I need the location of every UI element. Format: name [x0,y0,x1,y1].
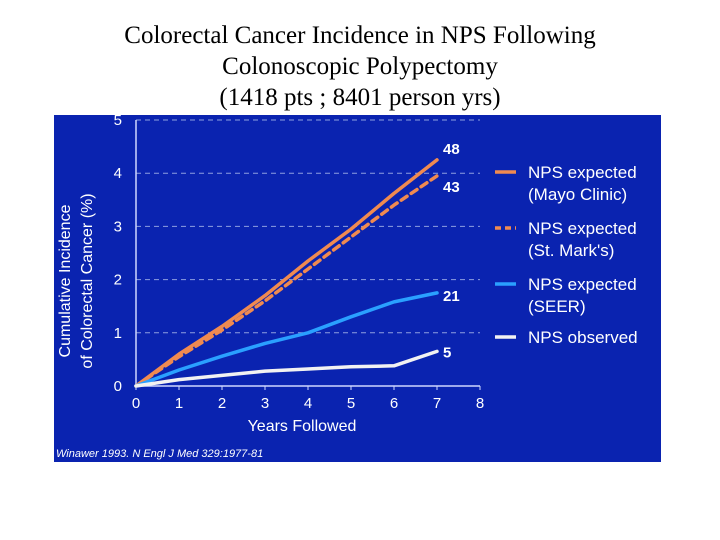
y-axis-label: Cumulative Incidence [57,204,74,357]
legend-label: NPS expected [528,275,637,294]
legend-label: (St. Mark's) [528,241,614,260]
end-label: 43 [443,179,460,196]
series-line-mayo [134,158,439,388]
line-chart: 0 1 2 3 4 5 6 7 8 0 1 2 3 4 5 48 43 21 5 NPS expected (May… [56,115,638,460]
end-label: 21 [443,288,460,305]
y-axis-label: of Colorectal Cancer (%) [79,193,96,368]
slide-title-line: Colonoscopic Polypectomy [222,53,498,80]
slide-title-line: (1418 pts ; 8401 person yrs) [219,84,501,111]
y-tick-label: 0 [114,378,122,395]
y-tick-label: 1 [114,325,122,342]
y-tick-label: 3 [114,218,122,235]
x-tick-label: 0 [132,395,140,412]
y-tick-label: 2 [114,272,122,289]
x-tick-label: 8 [476,395,484,412]
axes: 0 1 2 3 4 5 6 7 8 0 1 2 3 4 5 [114,115,485,412]
y-tick-label: 5 [114,115,122,129]
chart-figure: 0 1 2 3 4 5 6 7 8 0 1 2 3 4 5 48 43 21 5 NPS expected (May… [54,115,661,462]
series-line-seer [134,291,439,388]
slide-title-line: Colorectal Cancer Incidence in NPS Follo… [124,22,596,49]
grid-lines [136,119,480,334]
x-axis-label: Years Followed [248,418,357,435]
legend-label: NPS expected [528,219,637,238]
x-tick-label: 2 [218,395,226,412]
legend: NPS expected (Mayo Clinic) NPS expected (St… [495,163,638,347]
x-tick-label: 1 [175,395,183,412]
legend-label: (Mayo Clinic) [528,185,627,204]
legend-label: (SEER) [528,297,586,316]
legend-label: NPS observed [528,328,638,347]
x-tick-label: 3 [261,395,269,412]
citation: Winawer 1993. N Engl J Med 329:1977-81 [56,448,263,460]
end-labels: 48 43 21 5 [443,141,460,362]
series-line-observed [134,349,439,388]
x-tick-label: 6 [390,395,398,412]
y-tick-label: 4 [114,165,122,182]
end-label: 5 [443,344,451,361]
legend-label: NPS expected [528,163,637,182]
x-tick-label: 7 [433,395,441,412]
end-label: 48 [443,141,460,158]
series-lines [134,158,439,388]
series-line-st-marks [134,174,439,388]
slide-title: Colorectal Cancer Incidence in NPS Follo… [0,20,720,113]
x-tick-label: 4 [304,395,312,412]
x-tick-label: 5 [347,395,355,412]
